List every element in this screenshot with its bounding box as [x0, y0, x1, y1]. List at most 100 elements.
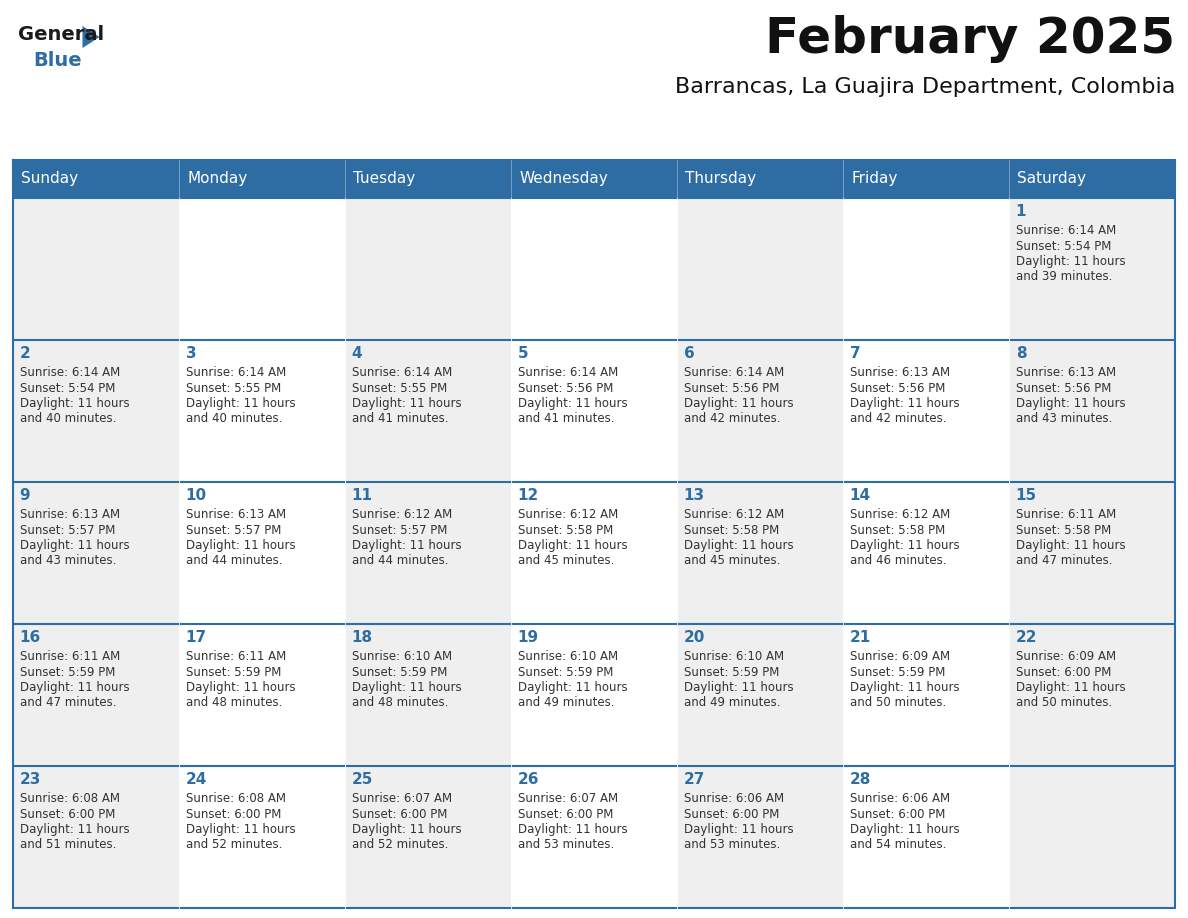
- Text: Sunset: 5:54 PM: Sunset: 5:54 PM: [1016, 240, 1111, 252]
- Text: 20: 20: [683, 630, 704, 644]
- Bar: [179, 766, 345, 908]
- Text: 1: 1: [1016, 204, 1026, 218]
- Text: Daylight: 11 hours: Daylight: 11 hours: [849, 681, 959, 694]
- Text: Sunset: 6:00 PM: Sunset: 6:00 PM: [1016, 666, 1111, 678]
- Text: Daylight: 11 hours: Daylight: 11 hours: [849, 823, 959, 836]
- Text: and 52 minutes.: and 52 minutes.: [352, 838, 448, 852]
- Text: Sunset: 5:59 PM: Sunset: 5:59 PM: [518, 666, 613, 678]
- Text: 23: 23: [20, 771, 42, 787]
- Bar: [677, 624, 843, 766]
- Text: 14: 14: [849, 487, 871, 502]
- Text: Sunset: 5:56 PM: Sunset: 5:56 PM: [683, 382, 779, 395]
- Bar: [677, 766, 843, 908]
- Text: Sunrise: 6:14 AM: Sunrise: 6:14 AM: [683, 366, 784, 379]
- Text: Daylight: 11 hours: Daylight: 11 hours: [185, 823, 296, 836]
- Text: Sunrise: 6:06 AM: Sunrise: 6:06 AM: [849, 792, 949, 805]
- Text: Daylight: 11 hours: Daylight: 11 hours: [20, 823, 129, 836]
- Text: Sunset: 5:56 PM: Sunset: 5:56 PM: [1016, 382, 1111, 395]
- Text: Sunrise: 6:06 AM: Sunrise: 6:06 AM: [683, 792, 784, 805]
- Text: and 48 minutes.: and 48 minutes.: [185, 697, 282, 710]
- Text: and 42 minutes.: and 42 minutes.: [849, 412, 946, 426]
- Text: and 54 minutes.: and 54 minutes.: [849, 838, 946, 852]
- Bar: [1009, 624, 1175, 766]
- Text: Daylight: 11 hours: Daylight: 11 hours: [683, 823, 794, 836]
- Text: Sunset: 5:56 PM: Sunset: 5:56 PM: [518, 382, 613, 395]
- Text: Sunrise: 6:14 AM: Sunrise: 6:14 AM: [20, 366, 120, 379]
- Bar: [843, 624, 1009, 766]
- Text: Sunset: 5:59 PM: Sunset: 5:59 PM: [849, 666, 944, 678]
- Text: 10: 10: [185, 487, 207, 502]
- Text: 8: 8: [1016, 345, 1026, 361]
- Bar: [677, 198, 843, 340]
- Text: 9: 9: [20, 487, 30, 502]
- Text: Sunset: 5:57 PM: Sunset: 5:57 PM: [185, 523, 282, 536]
- Text: Sunset: 6:00 PM: Sunset: 6:00 PM: [518, 808, 613, 821]
- Text: and 46 minutes.: and 46 minutes.: [849, 554, 946, 567]
- Text: Sunrise: 6:14 AM: Sunrise: 6:14 AM: [518, 366, 618, 379]
- Bar: [511, 624, 677, 766]
- Bar: [1009, 160, 1175, 198]
- Bar: [179, 160, 345, 198]
- Text: 7: 7: [849, 345, 860, 361]
- Bar: [511, 160, 677, 198]
- Bar: [1009, 766, 1175, 908]
- Text: and 53 minutes.: and 53 minutes.: [683, 838, 779, 852]
- Text: Sunset: 6:00 PM: Sunset: 6:00 PM: [683, 808, 779, 821]
- Text: Sunrise: 6:08 AM: Sunrise: 6:08 AM: [20, 792, 120, 805]
- Text: Daylight: 11 hours: Daylight: 11 hours: [185, 681, 296, 694]
- Text: and 41 minutes.: and 41 minutes.: [518, 412, 614, 426]
- Text: Daylight: 11 hours: Daylight: 11 hours: [20, 397, 129, 410]
- Text: 21: 21: [849, 630, 871, 644]
- Text: and 40 minutes.: and 40 minutes.: [20, 412, 116, 426]
- Bar: [345, 160, 511, 198]
- Text: Saturday: Saturday: [1017, 172, 1086, 186]
- Bar: [843, 482, 1009, 624]
- Text: Sunrise: 6:12 AM: Sunrise: 6:12 AM: [352, 508, 451, 521]
- Text: Wednesday: Wednesday: [519, 172, 608, 186]
- Text: Sunset: 5:59 PM: Sunset: 5:59 PM: [352, 666, 447, 678]
- Text: Thursday: Thursday: [685, 172, 757, 186]
- Text: Sunset: 5:58 PM: Sunset: 5:58 PM: [518, 523, 613, 536]
- Text: Daylight: 11 hours: Daylight: 11 hours: [1016, 681, 1125, 694]
- Bar: [677, 340, 843, 482]
- Text: Monday: Monday: [188, 172, 247, 186]
- Text: Sunset: 6:00 PM: Sunset: 6:00 PM: [185, 808, 282, 821]
- Text: Daylight: 11 hours: Daylight: 11 hours: [352, 681, 461, 694]
- Text: 2: 2: [20, 345, 31, 361]
- Text: 12: 12: [518, 487, 539, 502]
- Text: 26: 26: [518, 771, 539, 787]
- Text: Sunset: 5:58 PM: Sunset: 5:58 PM: [849, 523, 944, 536]
- Text: Sunrise: 6:11 AM: Sunrise: 6:11 AM: [1016, 508, 1116, 521]
- Bar: [843, 160, 1009, 198]
- Bar: [179, 624, 345, 766]
- Text: and 44 minutes.: and 44 minutes.: [185, 554, 282, 567]
- Text: Friday: Friday: [852, 172, 898, 186]
- Text: Sunset: 5:58 PM: Sunset: 5:58 PM: [683, 523, 779, 536]
- Text: Daylight: 11 hours: Daylight: 11 hours: [352, 823, 461, 836]
- Text: and 39 minutes.: and 39 minutes.: [1016, 271, 1112, 284]
- Text: Sunrise: 6:12 AM: Sunrise: 6:12 AM: [683, 508, 784, 521]
- Bar: [13, 766, 179, 908]
- Bar: [13, 482, 179, 624]
- Bar: [13, 340, 179, 482]
- Bar: [511, 766, 677, 908]
- Text: 17: 17: [185, 630, 207, 644]
- Bar: [179, 198, 345, 340]
- Text: Sunset: 5:54 PM: Sunset: 5:54 PM: [20, 382, 115, 395]
- Text: Sunset: 5:57 PM: Sunset: 5:57 PM: [20, 523, 115, 536]
- Text: Sunset: 5:58 PM: Sunset: 5:58 PM: [1016, 523, 1111, 536]
- Text: Sunset: 5:56 PM: Sunset: 5:56 PM: [849, 382, 944, 395]
- Text: Sunday: Sunday: [21, 172, 78, 186]
- Bar: [179, 340, 345, 482]
- Text: and 42 minutes.: and 42 minutes.: [683, 412, 781, 426]
- Text: Daylight: 11 hours: Daylight: 11 hours: [352, 397, 461, 410]
- Text: Sunset: 5:59 PM: Sunset: 5:59 PM: [683, 666, 779, 678]
- Text: and 49 minutes.: and 49 minutes.: [518, 697, 614, 710]
- Bar: [13, 198, 179, 340]
- Text: Sunrise: 6:09 AM: Sunrise: 6:09 AM: [849, 650, 949, 663]
- Text: Sunrise: 6:10 AM: Sunrise: 6:10 AM: [683, 650, 784, 663]
- Text: Daylight: 11 hours: Daylight: 11 hours: [1016, 539, 1125, 552]
- Text: and 51 minutes.: and 51 minutes.: [20, 838, 116, 852]
- Text: 3: 3: [185, 345, 196, 361]
- Bar: [345, 624, 511, 766]
